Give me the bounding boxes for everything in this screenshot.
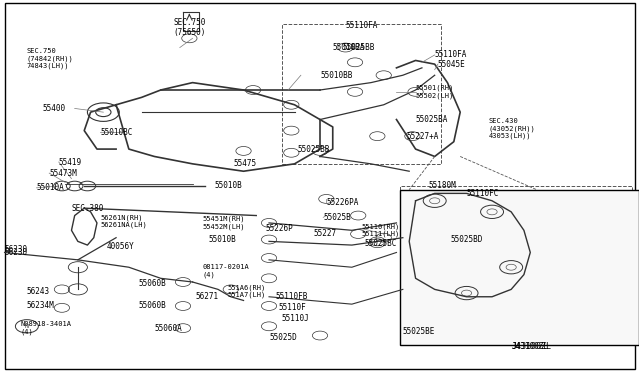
Text: N: N	[25, 324, 29, 329]
Text: 56234M: 56234M	[27, 301, 54, 311]
Text: 55419: 55419	[59, 157, 82, 167]
Text: 55227+A: 55227+A	[406, 132, 438, 141]
Text: SEC.430
(43052(RH))
43053(LH)): SEC.430 (43052(RH)) 43053(LH))	[489, 118, 536, 139]
Text: N08918-3401A
(4): N08918-3401A (4)	[20, 321, 72, 335]
Text: 55010B: 55010B	[215, 182, 243, 190]
Text: 55110FA: 55110FA	[346, 21, 378, 30]
Text: 55226P: 55226P	[266, 224, 294, 233]
Text: 55060A: 55060A	[154, 324, 182, 333]
Text: 55010BA: 55010BA	[333, 43, 365, 52]
Text: J43100ZL: J43100ZL	[511, 342, 551, 351]
Text: 56230: 56230	[4, 248, 28, 257]
Text: 56243: 56243	[27, 287, 50, 296]
Text: 55227: 55227	[314, 230, 337, 238]
Text: 55180M: 55180M	[428, 182, 456, 190]
Text: 55451M(RH)
55452M(LH): 55451M(RH) 55452M(LH)	[202, 216, 244, 230]
Text: J43100ZL: J43100ZL	[511, 342, 548, 351]
Text: 55110(RH)
55111(LH): 55110(RH) 55111(LH)	[362, 223, 399, 237]
Text: 551A6(RH)
551A7(LH): 551A6(RH) 551A7(LH)	[228, 284, 266, 298]
Text: 55010A: 55010A	[36, 183, 64, 192]
Text: 55060B: 55060B	[138, 301, 166, 311]
Bar	[399, 190, 639, 345]
Text: SEC.750
(75650): SEC.750 (75650)	[173, 17, 205, 37]
Text: 08117-0201A
(4): 08117-0201A (4)	[202, 264, 249, 278]
Text: 55010BC: 55010BC	[100, 128, 132, 137]
Text: 56230: 56230	[4, 246, 28, 254]
Text: 55110J: 55110J	[282, 314, 310, 323]
Text: 55025BB: 55025BB	[298, 145, 330, 154]
Text: 55025BE: 55025BE	[403, 327, 435, 336]
Text: 55025BD: 55025BD	[451, 235, 483, 244]
Text: 55475: 55475	[234, 159, 257, 169]
Text: 55400: 55400	[43, 104, 66, 113]
Text: 55025BB: 55025BB	[342, 43, 374, 52]
Text: 55025BA: 55025BA	[415, 115, 448, 124]
Bar	[399, 186, 632, 345]
Text: 55025D: 55025D	[269, 333, 297, 342]
Text: 55025BC: 55025BC	[365, 239, 397, 248]
Text: 55226PA: 55226PA	[326, 198, 359, 207]
Text: 55025B: 55025B	[323, 213, 351, 222]
Text: 55045E: 55045E	[438, 60, 466, 69]
Text: 55060B: 55060B	[138, 279, 166, 288]
Text: 40056Y: 40056Y	[106, 243, 134, 251]
Text: 55110FC: 55110FC	[467, 189, 499, 198]
Bar	[282, 23, 441, 164]
Text: 55110FA: 55110FA	[435, 51, 467, 60]
Text: 55501(RH)
55502(LH): 55501(RH) 55502(LH)	[415, 85, 454, 99]
Text: 55110FB: 55110FB	[275, 292, 308, 301]
Text: 55110F: 55110F	[278, 303, 307, 312]
Text: 56261N(RH)
56261NA(LH): 56261N(RH) 56261NA(LH)	[100, 214, 147, 228]
Text: SEC.750
(74842(RH))
74843(LH)): SEC.750 (74842(RH)) 74843(LH))	[27, 48, 74, 69]
Text: 55473M: 55473M	[49, 169, 77, 177]
Text: 55010B: 55010B	[209, 235, 236, 244]
Text: SEC.380: SEC.380	[72, 203, 104, 213]
Text: 56271: 56271	[196, 292, 219, 301]
Text: 55010BB: 55010BB	[320, 71, 353, 80]
